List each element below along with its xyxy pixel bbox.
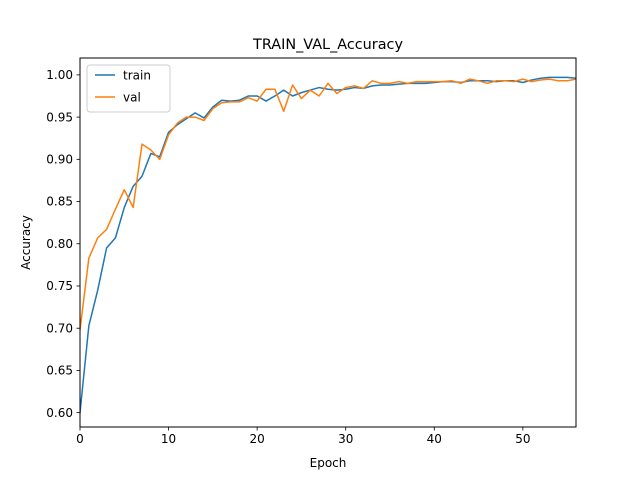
y-tick-label: 0.95 xyxy=(46,110,73,124)
x-tick-label: 20 xyxy=(250,432,265,446)
x-tick-label: 40 xyxy=(427,432,442,446)
y-tick-label: 1.00 xyxy=(46,68,73,82)
legend-box xyxy=(86,64,171,113)
legend-label-train: train xyxy=(123,69,151,83)
axis-layer: 0 10 20 30 40 50 0.60 0.65 0.70 0.75 0.80 0.85 0.90 0… xyxy=(46,68,530,446)
x-tick-label: 30 xyxy=(338,432,353,446)
y-tick-label: 0.75 xyxy=(46,279,73,293)
legend: train val xyxy=(86,64,171,113)
chart-title: TRAIN_VAL_Accuracy xyxy=(252,37,403,53)
legend-label-val: val xyxy=(123,91,141,105)
x-tick-label: 10 xyxy=(161,432,176,446)
x-tick-label: 50 xyxy=(515,432,530,446)
y-tick-label: 0.85 xyxy=(46,195,73,209)
y-tick-label: 0.70 xyxy=(46,321,73,335)
x-axis-label: Epoch xyxy=(310,456,347,470)
x-tick-label: 0 xyxy=(76,432,84,446)
plot-frame xyxy=(79,57,577,428)
series-line-val xyxy=(80,78,576,331)
y-tick-label: 0.60 xyxy=(46,406,73,420)
y-tick-label: 0.65 xyxy=(46,364,73,378)
y-axis-label: Accuracy xyxy=(19,215,33,270)
y-tick-label: 0.90 xyxy=(46,153,73,167)
series-layer xyxy=(80,76,576,414)
y-tick-label: 0.80 xyxy=(46,237,73,251)
